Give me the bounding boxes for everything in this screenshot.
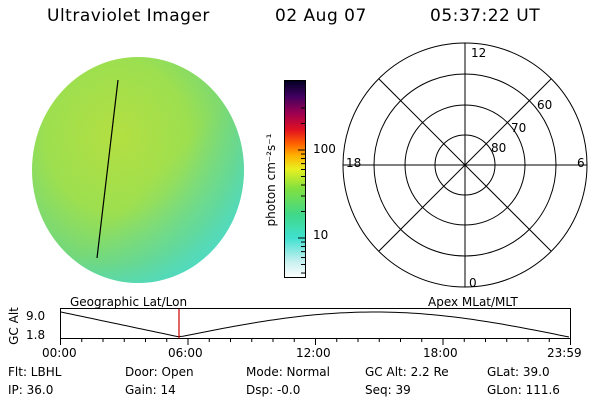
terminator-line: [96, 79, 119, 259]
timeline-xtick-0600: 06:00: [168, 346, 203, 360]
polar-grid: [342, 42, 588, 288]
aurora-disk-texture: [32, 57, 244, 283]
timeline-xtick-1200: 12:00: [296, 346, 331, 360]
lat-label-60: 60: [537, 98, 553, 112]
info-gain: Gain: 14: [125, 383, 176, 397]
info-ip: IP: 36.0: [8, 383, 54, 397]
colorbar-tick-100: 100: [313, 142, 336, 156]
timeline-ytick-1.8: 1.8: [26, 328, 46, 342]
timeline-x-ticks: [60, 339, 571, 345]
mlt-label-18: 18: [346, 156, 362, 170]
timeline-right-title: Apex MLat/MLT: [428, 295, 518, 309]
mlt-label-6: 6: [577, 156, 585, 170]
lat-label-70: 70: [511, 121, 527, 135]
info-mode: Mode: Normal: [246, 365, 330, 379]
timeline-left-title: Geographic Lat/Lon: [70, 295, 188, 309]
info-gc-alt: GC Alt: 2.2 Re: [365, 365, 449, 379]
info-filter: Flt: LBHL: [8, 365, 62, 379]
instrument-title: Ultraviolet Imager: [47, 6, 210, 26]
timeline-xtick-2359: 23:59: [547, 346, 582, 360]
date-label: 02 Aug 07: [275, 6, 367, 26]
colorbar-label: photon cm⁻²s⁻¹: [264, 133, 278, 227]
timeline-frame: [60, 308, 571, 339]
altitude-curve: [60, 311, 570, 338]
timeline-ylabel: GC Alt: [7, 307, 21, 345]
color-bar-minor-ticks: [298, 107, 305, 274]
info-dsp: Dsp: -0.0: [246, 383, 301, 397]
mlt-label-0: 0: [469, 276, 477, 290]
info-glat: GLat: 39.0: [487, 365, 550, 379]
time-label: 05:37:22 UT: [430, 6, 541, 26]
polar-diagonal-2: [378, 78, 552, 252]
aurora-image: [32, 57, 244, 283]
color-bar-gradient: [284, 80, 306, 278]
timeline-ytick-9: 9.0: [26, 309, 46, 323]
colorbar-tick-10: 10: [313, 228, 329, 242]
color-bar: [284, 80, 306, 278]
timeline-xtick-0000: 00:00: [42, 346, 77, 360]
info-glon: GLon: 111.6: [487, 383, 560, 397]
info-seq: Seq: 39: [365, 383, 411, 397]
lat-label-80: 80: [491, 141, 507, 155]
info-door: Door: Open: [125, 365, 194, 379]
mlt-label-12: 12: [471, 46, 487, 60]
timeline-xtick-1800: 18:00: [423, 346, 458, 360]
altitude-timeline: [60, 308, 571, 345]
